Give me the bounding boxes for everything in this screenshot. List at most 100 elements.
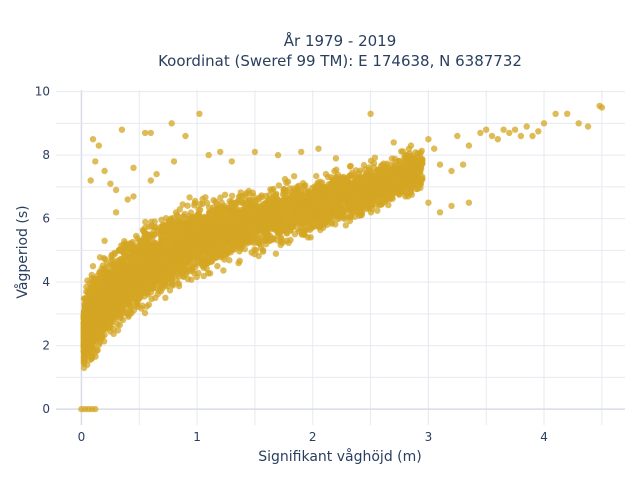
data-point	[413, 185, 420, 193]
data-point	[367, 168, 374, 175]
data-point	[228, 192, 236, 199]
data-point	[214, 262, 221, 270]
data-point	[236, 248, 243, 255]
data-point	[121, 238, 128, 245]
data-point	[386, 194, 393, 202]
data-point	[285, 239, 292, 246]
data-point	[125, 313, 132, 320]
data-point	[299, 230, 306, 237]
data-point	[318, 212, 325, 219]
data-point	[168, 263, 175, 270]
data-point	[206, 210, 213, 217]
data-point	[218, 221, 225, 228]
data-point	[187, 209, 195, 216]
data-point	[81, 352, 88, 360]
data-point	[358, 180, 365, 187]
data-point	[271, 224, 278, 231]
data-point	[130, 247, 137, 254]
data-point	[126, 302, 134, 309]
data-point	[218, 250, 225, 258]
data-point	[275, 182, 283, 189]
data-point	[290, 173, 298, 180]
data-point	[396, 183, 403, 190]
data-point	[294, 225, 301, 233]
data-point	[236, 257, 243, 264]
data-point	[212, 198, 219, 205]
data-point	[120, 277, 128, 285]
data-point	[119, 316, 127, 324]
data-point	[158, 216, 165, 223]
data-point	[347, 172, 354, 180]
data-point	[370, 160, 378, 167]
data-point	[297, 220, 304, 228]
data-point	[184, 202, 191, 209]
data-point	[285, 201, 293, 208]
data-point	[165, 269, 173, 277]
data-point	[313, 172, 320, 180]
data-point	[113, 287, 121, 294]
data-point	[196, 213, 203, 220]
data-point	[333, 166, 340, 173]
data-point	[136, 241, 144, 249]
data-point	[368, 206, 375, 213]
data-point	[153, 250, 161, 258]
data-point	[96, 269, 104, 276]
data-point	[316, 218, 323, 225]
data-point	[344, 185, 351, 192]
data-point	[218, 199, 225, 207]
data-point	[203, 199, 211, 207]
data-point	[291, 231, 299, 238]
data-point	[165, 252, 172, 259]
data-point	[272, 191, 279, 199]
data-point	[152, 256, 159, 264]
data-point	[331, 179, 338, 187]
data-point	[197, 200, 204, 208]
data-point	[346, 163, 354, 170]
data-point	[121, 284, 128, 291]
data-point	[296, 196, 303, 203]
data-point	[371, 154, 379, 161]
data-point	[258, 193, 266, 201]
data-point	[191, 270, 198, 277]
data-point	[372, 201, 380, 208]
data-point	[357, 211, 364, 219]
data-point	[197, 206, 204, 213]
data-point	[392, 158, 399, 166]
data-point	[121, 251, 128, 258]
grid	[56, 90, 625, 425]
data-point	[323, 189, 331, 196]
data-point	[275, 229, 283, 236]
data-point	[90, 291, 97, 298]
data-point	[350, 204, 358, 212]
data-point	[83, 283, 90, 291]
data-point	[367, 180, 374, 187]
data-point	[160, 254, 167, 261]
data-point	[277, 234, 285, 241]
data-point	[311, 183, 318, 190]
data-point	[142, 218, 149, 226]
data-point	[269, 216, 277, 223]
data-point	[234, 243, 241, 250]
data-point	[107, 328, 114, 335]
data-point	[226, 257, 233, 264]
data-point	[268, 186, 276, 194]
data-point	[414, 150, 422, 157]
data-point	[102, 256, 109, 263]
data-point	[166, 287, 174, 294]
data-point	[101, 283, 108, 291]
data-point	[220, 267, 227, 274]
data-point	[211, 221, 218, 228]
data-point	[215, 240, 223, 247]
data-point	[191, 202, 198, 209]
data-point	[217, 194, 224, 201]
data-point	[389, 186, 396, 193]
data-point	[283, 179, 290, 186]
data-point	[235, 193, 243, 200]
data-point	[336, 210, 343, 217]
data-point	[252, 247, 260, 254]
data-point	[246, 190, 253, 197]
data-point	[380, 160, 387, 167]
data-point	[345, 213, 353, 220]
data-point	[315, 205, 323, 212]
